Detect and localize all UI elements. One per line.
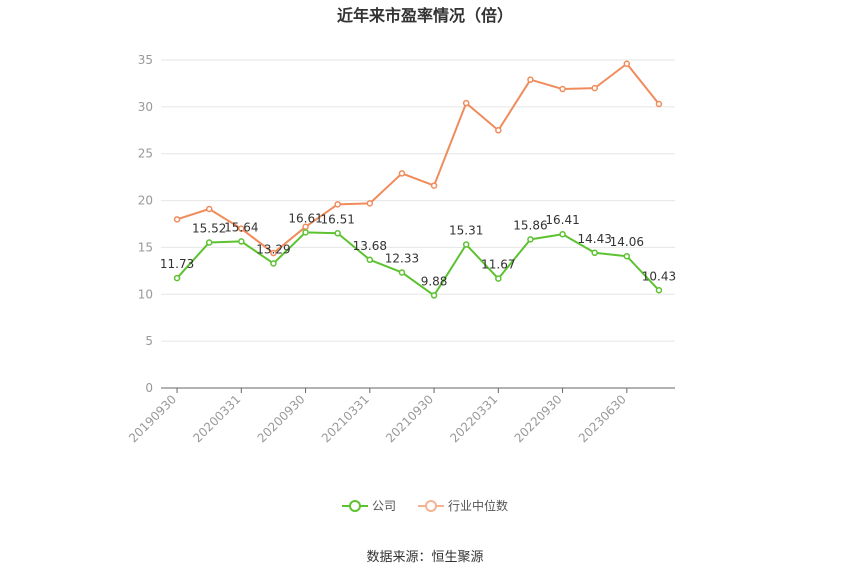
- data-label-company: 15.31: [449, 224, 483, 238]
- y-tick-label: 35: [138, 53, 153, 67]
- data-point-company: [302, 229, 309, 236]
- data-point-company: [238, 238, 245, 245]
- data-point-industry-median: [430, 182, 438, 189]
- series-line-company: [176, 231, 660, 297]
- legend-company-marker: [341, 499, 368, 512]
- x-tick-label: 20230630: [576, 392, 629, 445]
- data-label-company: 16.41: [545, 213, 579, 227]
- data-point-industry-median: [238, 225, 245, 232]
- data-point-company: [270, 260, 277, 267]
- x-tick-label: 20210331: [319, 392, 372, 445]
- data-point-company: [398, 269, 406, 276]
- legend-item-industry-median[interactable]: 行业中位数: [418, 497, 508, 514]
- y-tick-label: 0: [145, 381, 153, 395]
- legend-item-company[interactable]: 公司: [341, 497, 396, 514]
- data-point-industry-median: [495, 127, 502, 134]
- data-point-company: [591, 249, 598, 257]
- data-point-company: [495, 275, 502, 282]
- y-tick-label: 25: [138, 147, 153, 161]
- data-label-company: 16.61: [288, 211, 322, 225]
- data-point-industry-median: [398, 170, 406, 177]
- data-point-industry-median: [205, 205, 213, 213]
- x-tick-label: 20220930: [512, 392, 565, 445]
- data-label-company: 12.33: [385, 251, 419, 265]
- data-point-industry-median: [366, 200, 374, 207]
- data-point-company: [559, 230, 566, 238]
- legend-company-label: 公司: [371, 499, 396, 513]
- data-point-company: [173, 274, 181, 282]
- data-point-industry-median: [527, 76, 534, 83]
- data-point-industry-median: [270, 249, 277, 257]
- chart-title: 近年来市盈率情况（倍）: [336, 6, 513, 25]
- data-point-industry-median: [334, 201, 341, 208]
- data-label-company: 15.86: [513, 218, 547, 232]
- data-label-company: 11.67: [481, 258, 515, 272]
- data-label-company: 10.43: [642, 269, 676, 283]
- y-tick-label: 15: [138, 240, 153, 254]
- y-tick-label: 10: [138, 287, 153, 301]
- data-label-company: 16.51: [321, 212, 355, 226]
- data-point-company: [430, 292, 438, 299]
- x-tick-label: 20200930: [255, 392, 308, 445]
- data-label-company: 13.29: [256, 242, 290, 256]
- data-point-industry-median: [591, 84, 598, 92]
- legend-industry-marker: [418, 499, 444, 512]
- x-tick-label: 20190930: [126, 392, 179, 445]
- x-tick-label: 20200331: [190, 392, 243, 445]
- data-point-industry-median: [623, 60, 631, 67]
- data-label-company: 9.88: [421, 274, 448, 288]
- data-point-company: [462, 241, 470, 248]
- data-label-company: 11.73: [160, 257, 194, 271]
- data-point-company: [655, 287, 663, 294]
- y-tick-label: 20: [138, 194, 153, 208]
- data-label-company: 14.06: [610, 235, 644, 249]
- data-label-company: 14.43: [578, 232, 612, 246]
- y-tick-label: 30: [138, 100, 153, 114]
- data-label-company: 15.52: [192, 222, 226, 236]
- series-line-industry-median: [176, 62, 660, 255]
- x-tick-label: 20210930: [383, 392, 436, 445]
- data-point-industry-median: [462, 99, 470, 107]
- data-source: 数据来源：恒生聚源: [366, 550, 484, 565]
- data-point-industry-median: [173, 216, 181, 223]
- data-point-industry-median: [655, 100, 663, 108]
- data-point-company: [527, 236, 534, 243]
- legend: 公司 行业中位数: [0, 497, 850, 514]
- data-label-company: 15.64: [224, 220, 258, 234]
- data-label-company: 13.68: [353, 239, 387, 253]
- data-point-industry-median: [559, 85, 566, 93]
- legend-industry-label: 行业中位数: [448, 499, 509, 513]
- y-tick-label: 5: [145, 334, 153, 348]
- data-point-company: [623, 252, 631, 260]
- data-point-company: [334, 230, 341, 237]
- data-point-company: [205, 239, 213, 246]
- data-point-company: [366, 256, 374, 264]
- x-tick-label: 20220331: [447, 392, 500, 445]
